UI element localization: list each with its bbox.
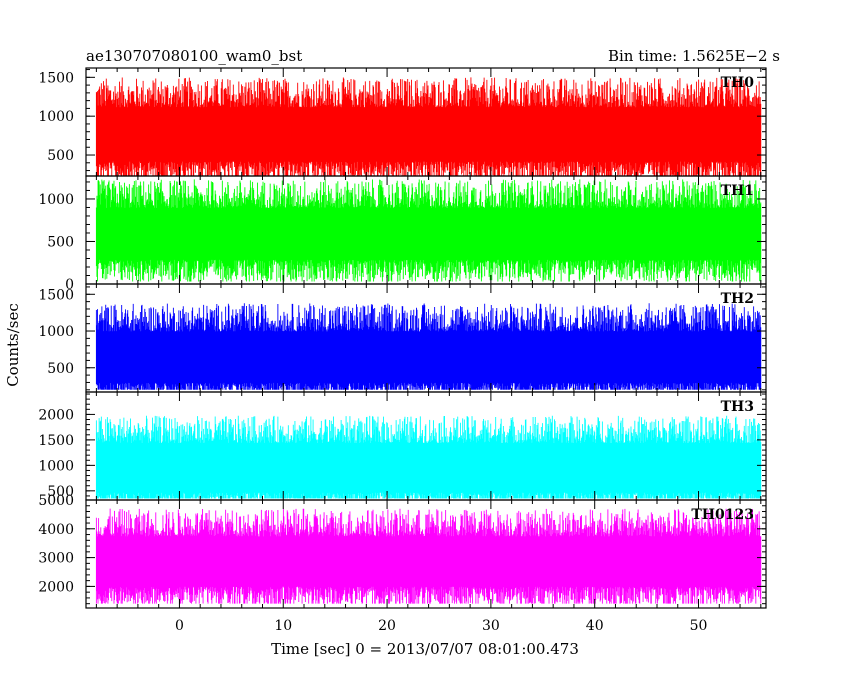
x-tick-label: 40 <box>586 618 604 634</box>
y-axis-label: Counts/sec <box>4 303 22 387</box>
x-tick-label: 0 <box>175 618 184 634</box>
y-tick-label: 4000 <box>38 522 74 538</box>
panel-th0: 500 1000 1500 TH0 <box>38 67 767 177</box>
y-tick-label: 500 <box>47 234 74 250</box>
y-tick-label: 500 <box>47 361 74 377</box>
panel-label: TH2 <box>721 291 754 307</box>
series-core-th0123 <box>96 544 761 580</box>
x-tick-label: 50 <box>690 618 708 634</box>
bin-time-label: Bin time: 1.5625E−2 s <box>608 47 780 65</box>
y-tick-label: 500 <box>47 484 74 500</box>
panel-label: TH0 <box>721 75 755 91</box>
y-tick-label: 1000 <box>38 324 74 340</box>
y-tick-label: 1500 <box>38 433 74 449</box>
y-tick-label: 1000 <box>38 458 74 474</box>
x-tick-label: 30 <box>482 618 500 634</box>
y-tick-label: 1500 <box>38 287 74 303</box>
panel-th0123: 2000 3000 4000 5000 TH0123 <box>38 493 767 609</box>
panel-label: TH1 <box>721 183 754 199</box>
y-tick-label: 1500 <box>38 70 74 86</box>
x-tick-label: 20 <box>378 618 396 634</box>
y-tick-label: 2000 <box>38 579 74 595</box>
panel-th2: 500 1000 1500 TH2 <box>38 283 767 393</box>
series-core-th1 <box>96 216 761 253</box>
y-tick-label: 5000 <box>38 493 74 509</box>
x-tick-label: 10 <box>274 618 292 634</box>
y-tick-label: 500 <box>47 148 74 164</box>
panel-label: TH3 <box>721 399 754 415</box>
series-core-th2 <box>96 340 761 376</box>
y-tick-label: 1000 <box>38 192 74 208</box>
x-axis-label: Time [sec] 0 = 2013/07/07 08:01:00.473 <box>271 640 579 658</box>
panel-th3: 500 1000 1500 2000 TH3 <box>38 391 767 501</box>
series-core-th0 <box>96 116 761 154</box>
series-core-th3 <box>96 451 761 486</box>
y-tick-label: 1000 <box>38 109 74 125</box>
chart-title: ae130707080100_wam0_bst <box>86 47 302 65</box>
panel-frame <box>85 499 767 609</box>
y-tick-label: 2000 <box>38 407 74 423</box>
panel-label: TH0123 <box>691 507 754 523</box>
y-tick-label: 3000 <box>38 551 74 567</box>
y-tick-label: 0 <box>65 277 74 293</box>
panel-th1: 0 500 1000 TH1 <box>38 175 767 293</box>
